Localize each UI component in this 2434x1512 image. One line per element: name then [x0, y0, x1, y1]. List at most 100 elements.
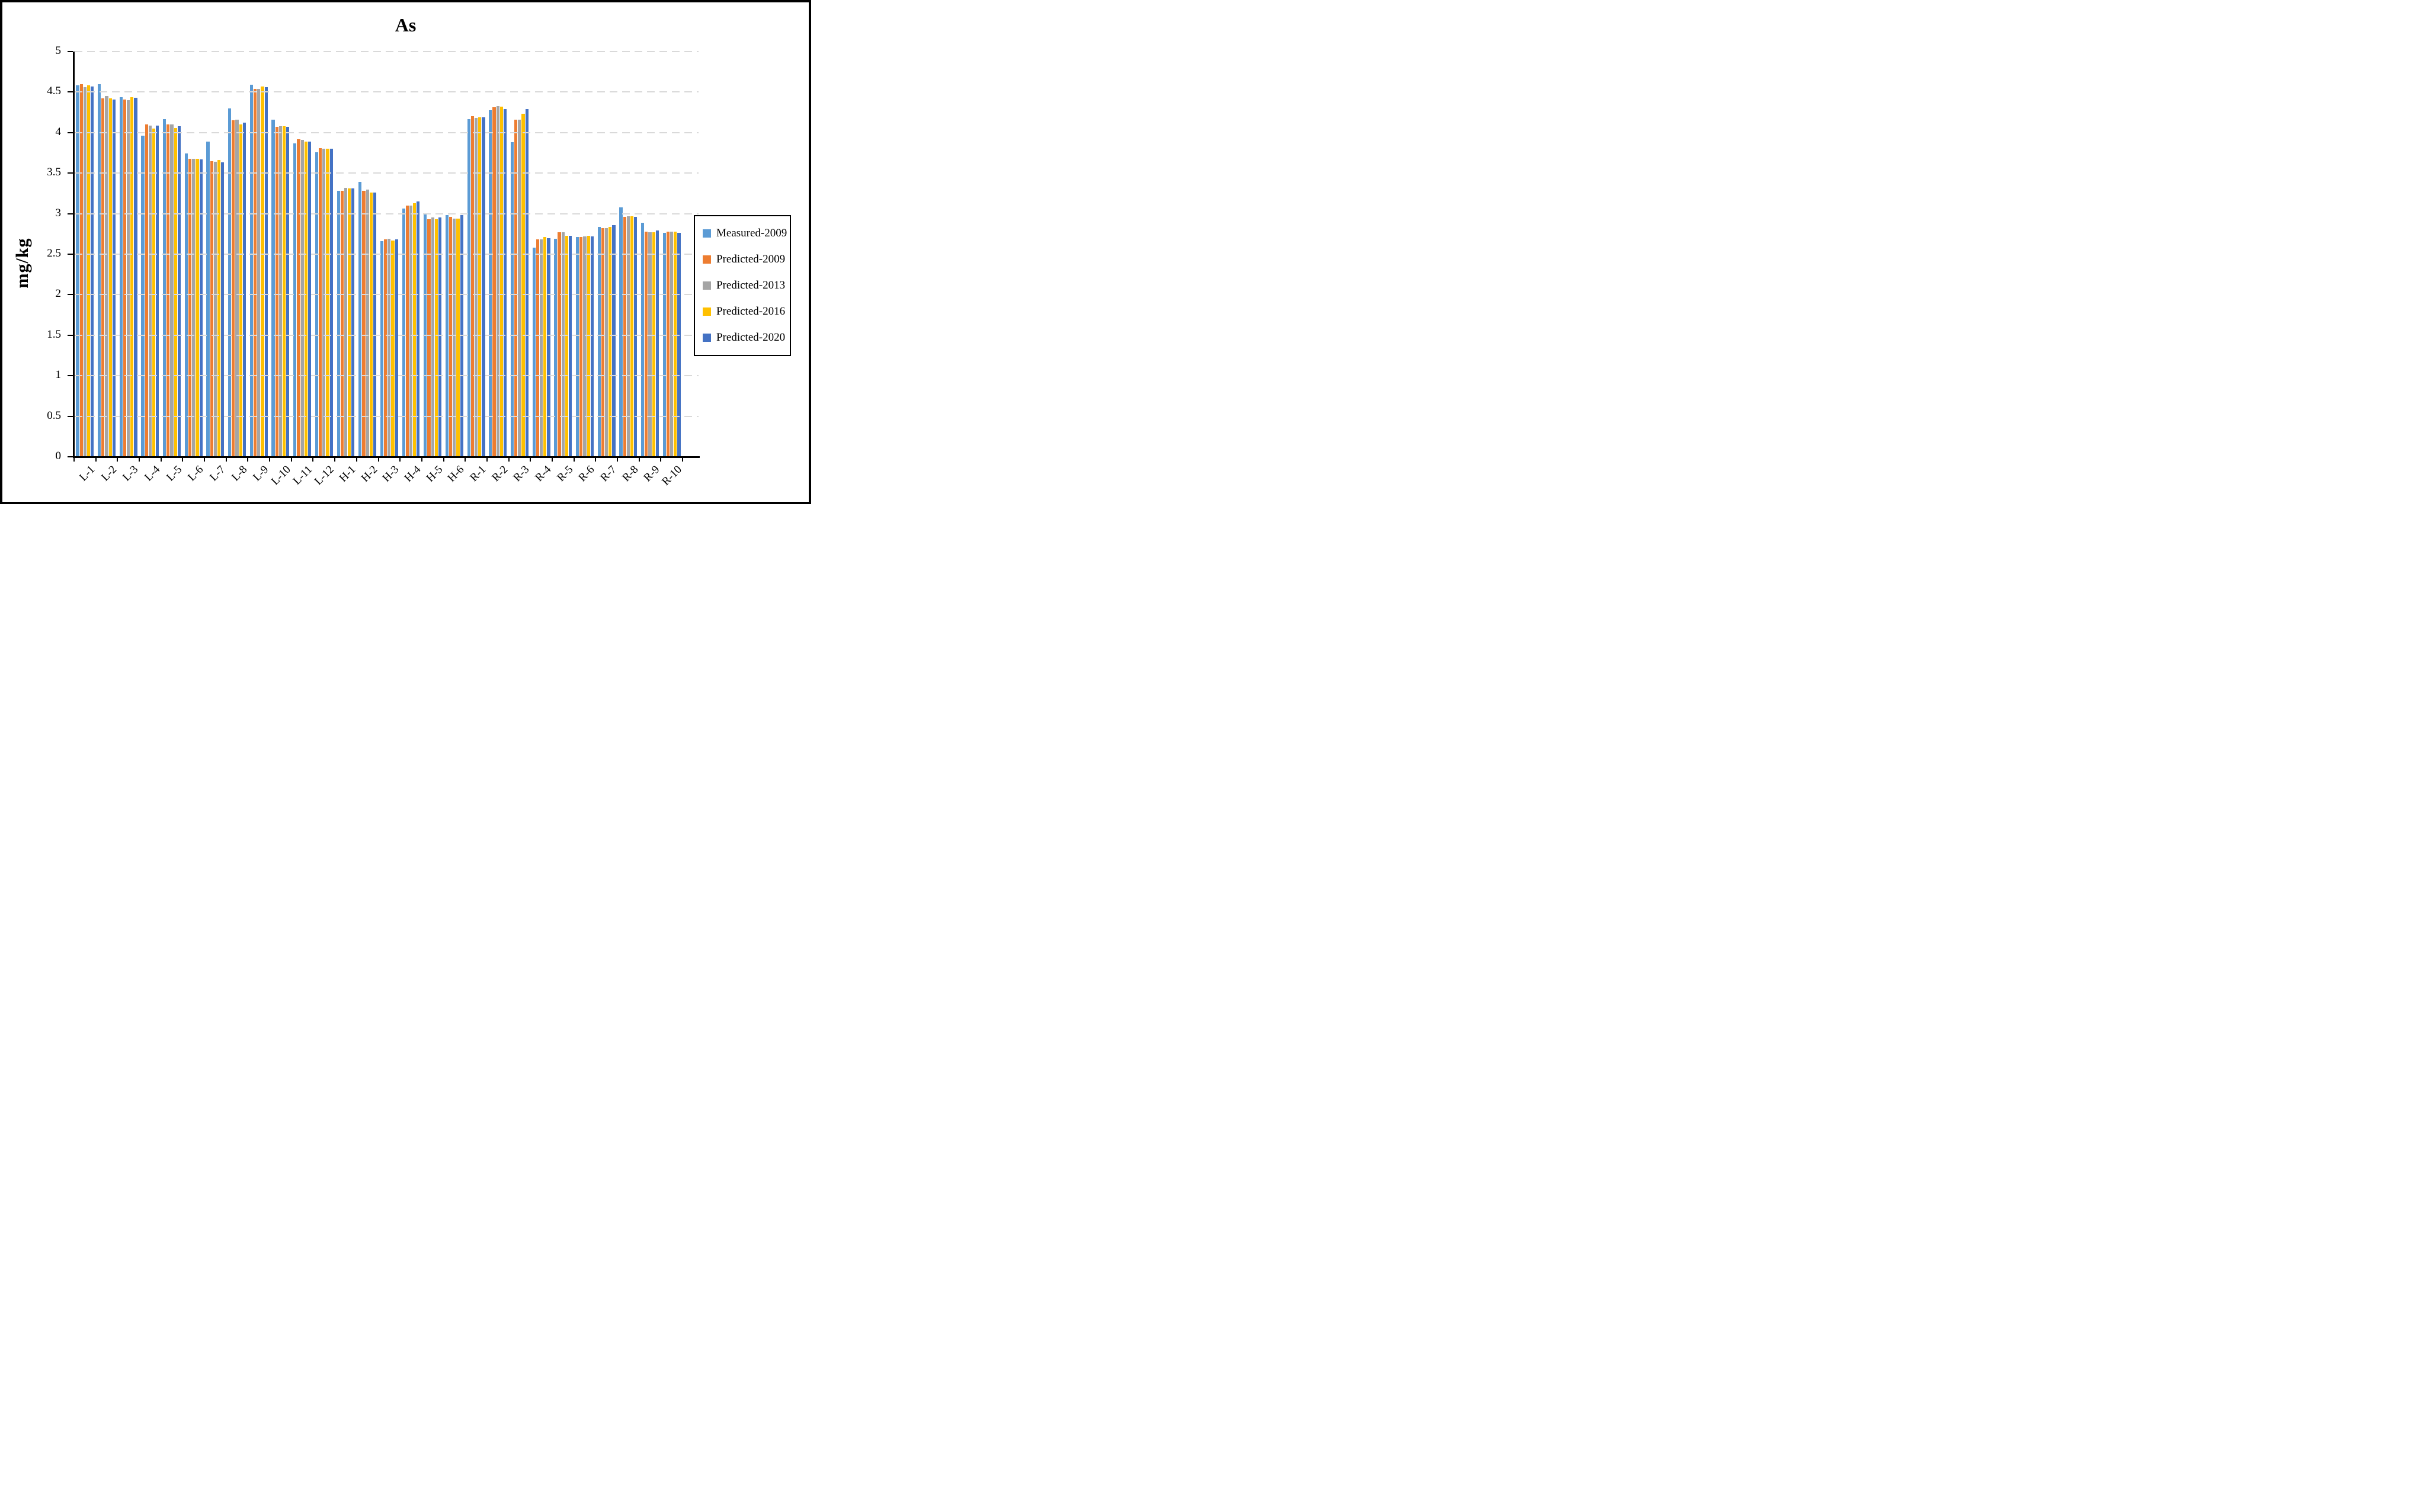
x-tick-mark	[551, 457, 553, 462]
bar-Measured-2009-L-6	[184, 153, 188, 457]
bar-Predicted-2009-R-10	[666, 231, 670, 457]
bar-Predicted-2020-R-6	[590, 236, 594, 457]
bar-group	[465, 52, 487, 457]
bar-Predicted-2009-R-1	[470, 116, 474, 457]
bar-group	[552, 52, 574, 457]
x-category-label: L-10	[268, 463, 293, 488]
y-tick-label: 2	[55, 287, 62, 300]
bar-Predicted-2016-R-7	[608, 226, 612, 457]
bar-Predicted-2016-L-6	[196, 158, 199, 457]
bar-Predicted-2020-H-3	[395, 239, 398, 457]
y-tick-label: 4	[55, 125, 62, 138]
bar-Predicted-2020-H-5	[438, 217, 442, 457]
bar-group	[161, 52, 183, 457]
y-tick-mark	[68, 334, 73, 336]
legend-item: Predicted-2020	[703, 331, 785, 344]
bar-Predicted-2009-R-6	[579, 237, 583, 457]
h-gridline	[75, 132, 699, 133]
x-category-label: L-11	[290, 463, 315, 488]
bar-group	[487, 52, 509, 457]
x-tick-mark	[421, 457, 422, 462]
x-tick-mark	[290, 457, 292, 462]
bar-Predicted-2013-R-6	[583, 236, 587, 457]
bar-Predicted-2020-L-12	[329, 149, 333, 457]
bar-Measured-2009-R-7	[597, 226, 601, 457]
bar-Measured-2009-R-2	[489, 110, 492, 457]
x-category-label: H-1	[337, 463, 358, 485]
bar-Predicted-2013-L-4	[148, 125, 152, 457]
bar-Predicted-2013-R-9	[648, 232, 652, 457]
bar-Predicted-2016-L-12	[326, 149, 329, 457]
bar-group	[335, 52, 357, 457]
bar-group	[595, 52, 617, 457]
bar-Measured-2009-L-9	[249, 85, 253, 457]
x-category-label: L-1	[76, 463, 98, 484]
bar-Measured-2009-L-1	[76, 85, 79, 457]
x-category-label: H-2	[358, 463, 380, 485]
x-tick-mark	[616, 457, 618, 462]
bar-Predicted-2009-R-7	[601, 228, 605, 457]
bar-Predicted-2009-L-4	[145, 124, 148, 457]
y-tick-mark	[68, 51, 73, 52]
x-tick-mark	[530, 457, 531, 462]
bar-Predicted-2013-H-1	[344, 187, 348, 457]
x-tick-mark	[139, 457, 140, 462]
bar-Predicted-2016-L-2	[108, 98, 112, 457]
bar-Predicted-2013-L-12	[322, 149, 326, 457]
h-gridline	[75, 254, 699, 255]
bar-Measured-2009-L-10	[271, 119, 275, 457]
bar-Predicted-2020-R-8	[634, 217, 638, 457]
x-tick-mark	[312, 457, 314, 462]
bar-Measured-2009-L-7	[206, 141, 210, 457]
y-tick-mark	[68, 254, 73, 255]
h-gridline	[75, 415, 699, 417]
h-gridline	[75, 51, 699, 52]
bar-group	[617, 52, 639, 457]
bar-Predicted-2013-R-7	[605, 228, 608, 457]
bar-Predicted-2009-L-3	[123, 99, 127, 457]
y-tick-mark	[68, 213, 73, 214]
bar-Predicted-2013-R-1	[474, 118, 478, 457]
y-tick-label: 0.5	[47, 409, 61, 422]
bar-Predicted-2009-L-5	[166, 124, 170, 457]
bar-group	[270, 52, 292, 457]
bar-group	[96, 52, 118, 457]
bar-group	[74, 52, 96, 457]
legend-item: Predicted-2009	[703, 253, 785, 266]
bar-Predicted-2013-L-1	[83, 87, 87, 457]
bar-Predicted-2013-L-7	[213, 162, 217, 457]
bar-Measured-2009-L-12	[315, 152, 318, 457]
bar-group	[509, 52, 531, 457]
bar-Measured-2009-H-2	[358, 182, 362, 457]
y-tick-mark	[68, 375, 73, 377]
x-category-label: R-10	[659, 463, 684, 488]
bar-Predicted-2020-R-2	[504, 109, 507, 457]
x-tick-mark	[377, 457, 379, 462]
x-category-label: R-2	[489, 463, 511, 485]
bar-Measured-2009-L-3	[119, 97, 123, 457]
y-tick-mark	[68, 415, 73, 417]
x-tick-mark	[247, 457, 249, 462]
legend-swatch-icon	[703, 334, 711, 342]
y-tick-mark	[68, 294, 73, 296]
bar-Predicted-2009-H-1	[340, 191, 344, 457]
plot-area	[74, 52, 683, 457]
bar-group	[530, 52, 552, 457]
x-tick-mark	[399, 457, 401, 462]
bar-Predicted-2016-R-8	[630, 216, 634, 457]
bar-Predicted-2009-L-7	[210, 161, 213, 457]
x-tick-mark	[573, 457, 575, 462]
bar-Predicted-2020-H-2	[373, 193, 377, 457]
bar-Predicted-2009-L-9	[253, 88, 257, 457]
bar-Predicted-2009-L-1	[79, 84, 83, 457]
bar-Predicted-2016-L-9	[261, 86, 264, 457]
bar-Predicted-2020-L-6	[199, 159, 203, 457]
bar-Predicted-2020-R-5	[569, 235, 572, 457]
bar-Measured-2009-R-9	[641, 222, 645, 457]
x-tick-mark	[95, 457, 97, 462]
bar-Predicted-2013-R-2	[496, 105, 499, 457]
bar-Measured-2009-H-3	[380, 241, 384, 457]
legend-item: Measured-2009	[703, 227, 787, 240]
bar-Measured-2009-L-4	[141, 136, 145, 457]
bar-Predicted-2009-L-12	[319, 148, 322, 457]
